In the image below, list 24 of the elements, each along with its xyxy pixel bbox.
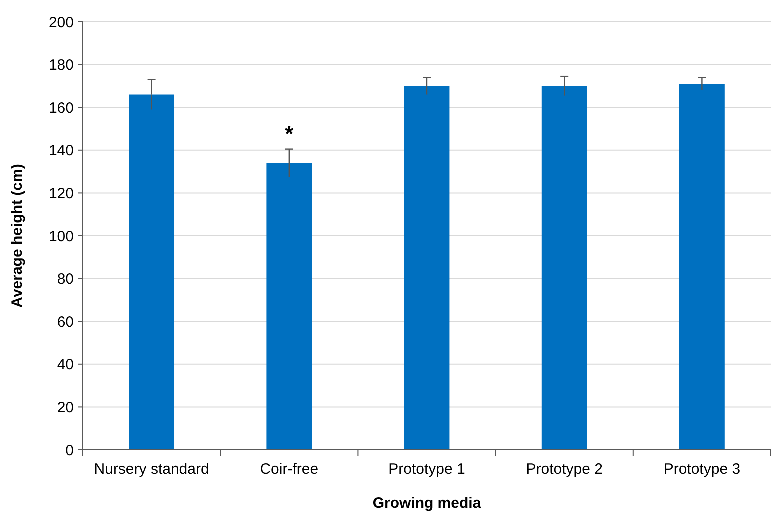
y-tick-label: 180 — [48, 57, 74, 74]
x-tick-label: Prototype 3 — [664, 461, 741, 478]
y-tick-label: 80 — [57, 271, 74, 288]
x-axis-title: Growing media — [372, 495, 482, 512]
x-tick-label: Coir-free — [260, 461, 319, 478]
bar — [679, 84, 725, 450]
bar — [542, 86, 588, 450]
y-tick-label: 60 — [57, 314, 74, 331]
bar — [404, 86, 450, 450]
annotation: * — [285, 121, 294, 146]
y-tick-label: 0 — [66, 442, 74, 460]
y-tick-label: 160 — [48, 100, 74, 117]
x-tick-label: Nursery standard — [94, 461, 210, 478]
y-tick-label: 200 — [48, 14, 74, 32]
y-tick-label: 120 — [48, 185, 74, 202]
y-tick-label: 140 — [48, 142, 74, 160]
y-tick-label: 100 — [48, 228, 74, 246]
y-tick-label: 20 — [57, 399, 74, 416]
bar — [129, 94, 175, 450]
x-tick-label: Prototype 1 — [388, 461, 466, 478]
y-axis-title: Average height (cm) — [9, 164, 26, 308]
bar — [266, 163, 312, 450]
x-tick-label: Prototype 2 — [526, 461, 603, 478]
y-tick-label: 40 — [57, 356, 74, 374]
